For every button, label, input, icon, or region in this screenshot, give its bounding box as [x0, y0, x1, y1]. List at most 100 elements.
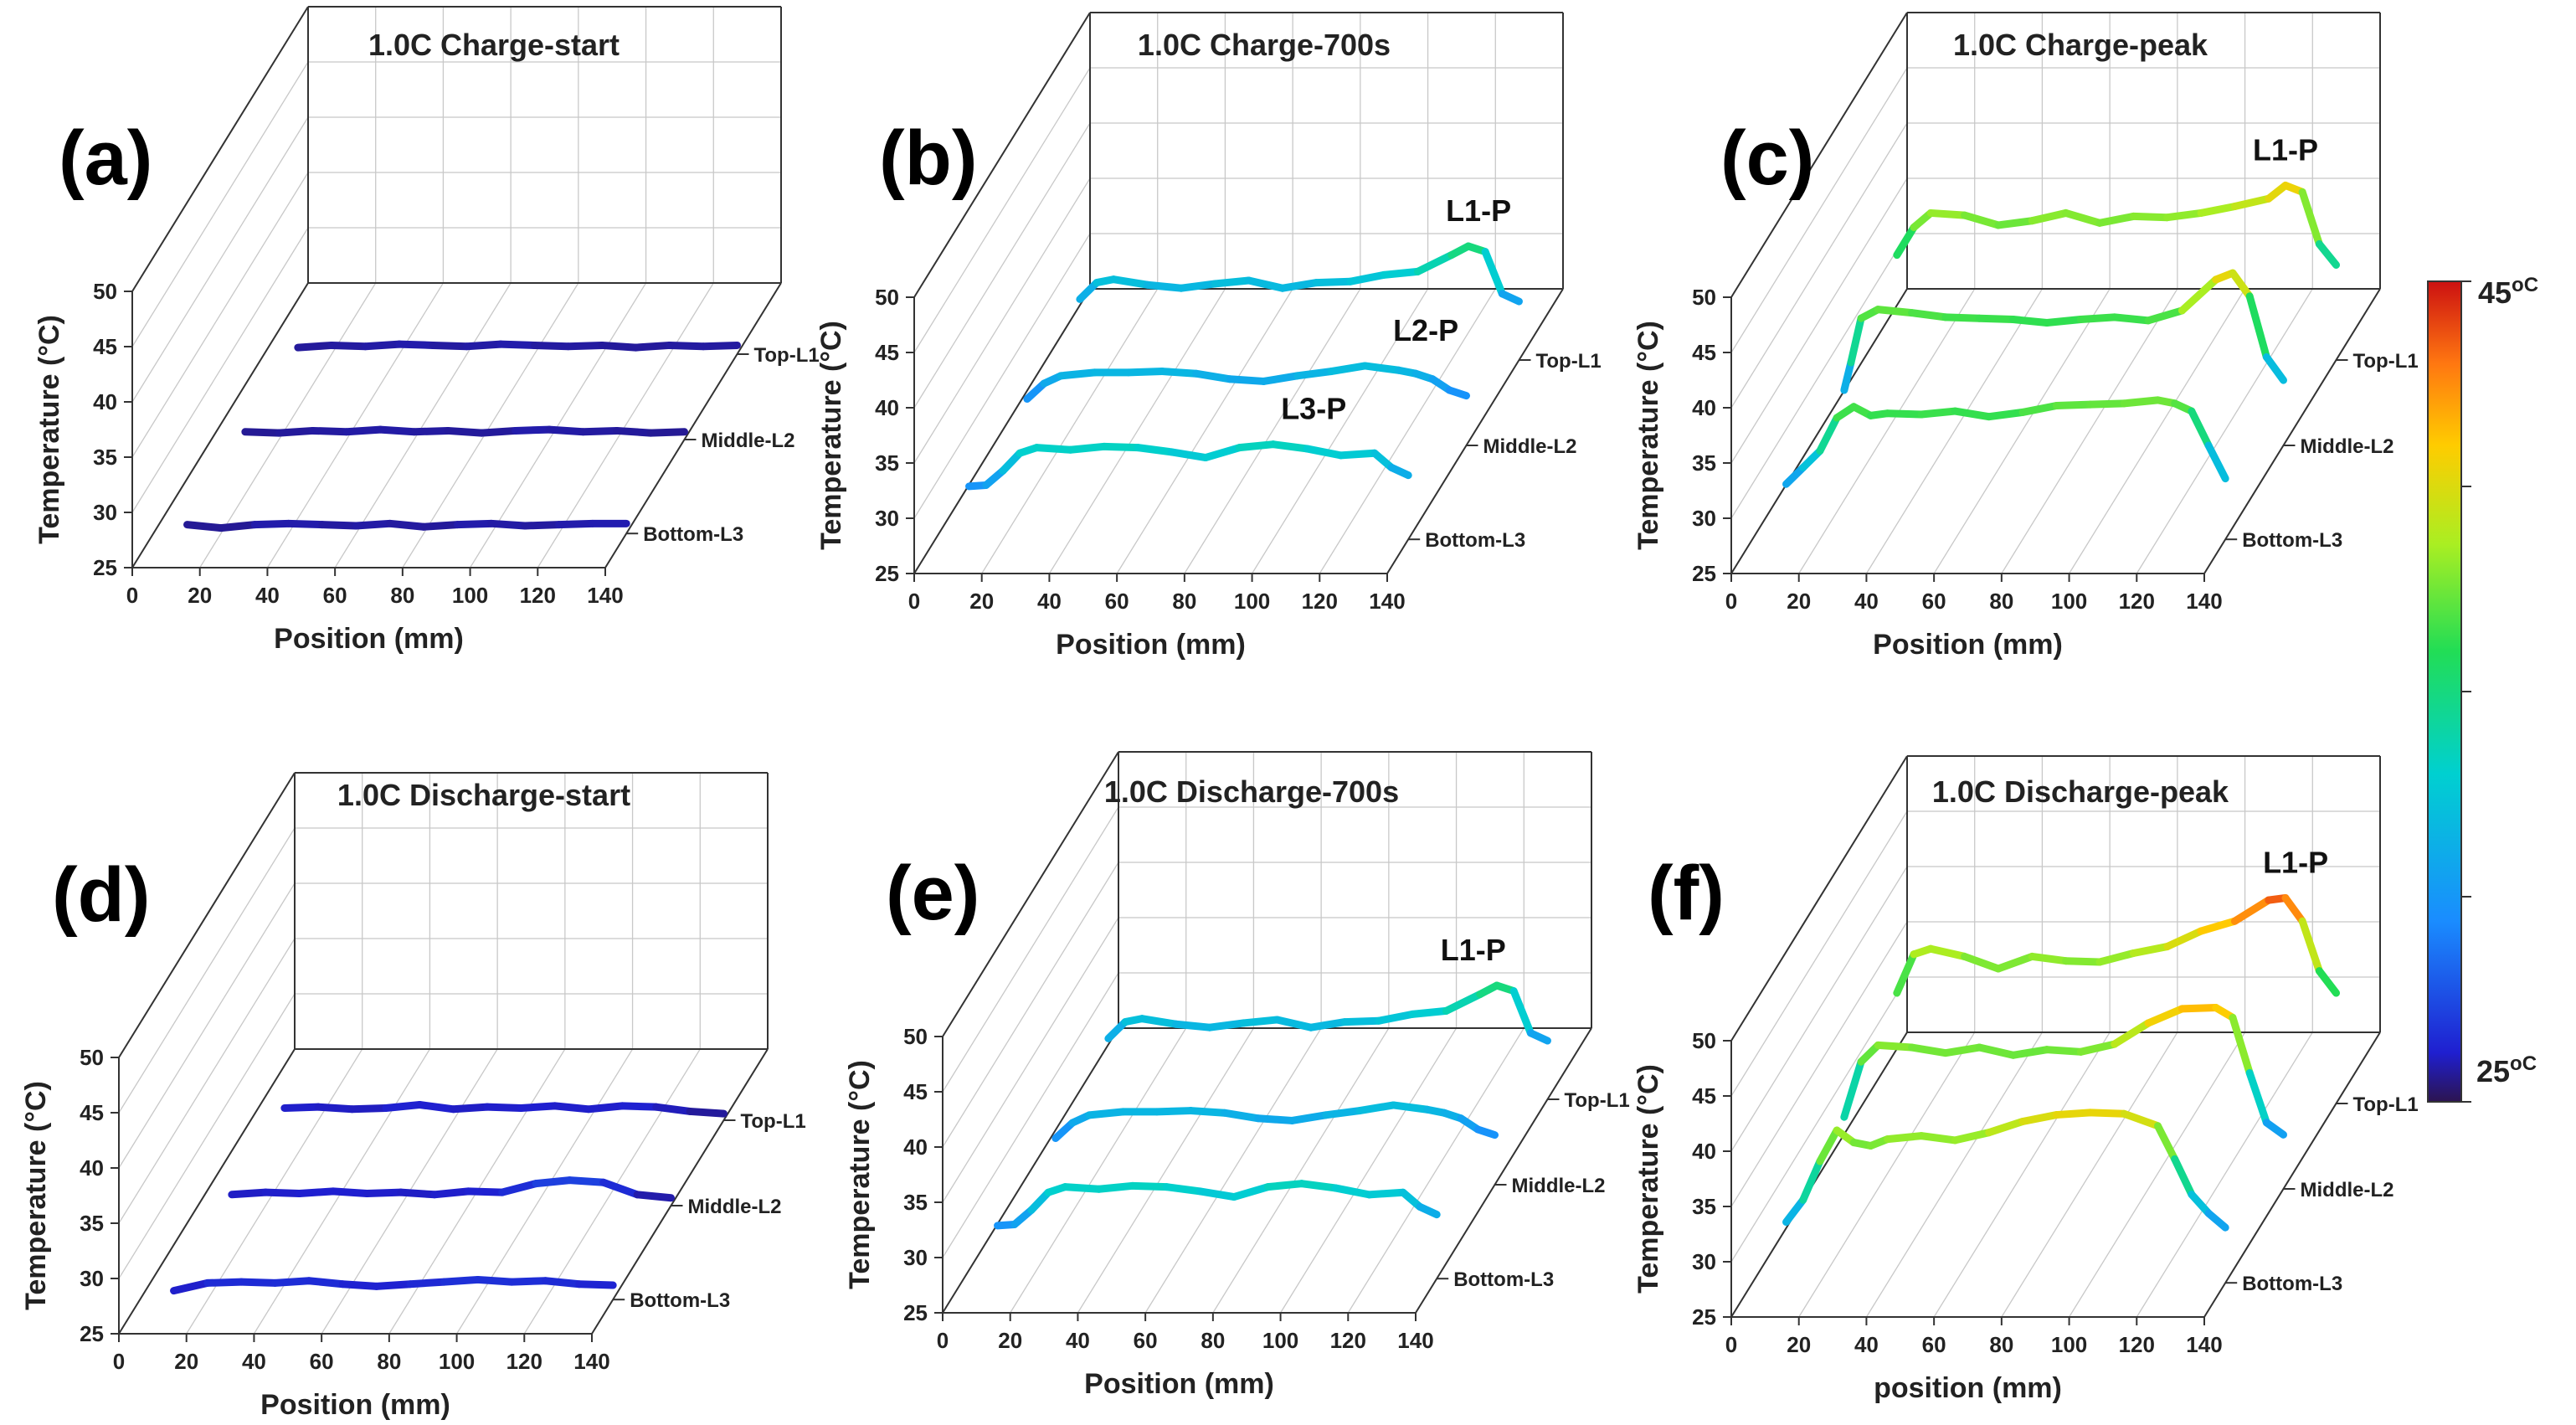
series-segment	[261, 1188, 304, 1197]
series-segment	[1263, 1180, 1306, 1191]
series-segment	[1926, 944, 1969, 960]
series-segment	[2144, 1005, 2186, 1027]
x-axis-label: Position (mm)	[260, 1389, 450, 1421]
panel-letter: (c)	[1720, 116, 1814, 201]
x-tick-label: 120	[2119, 589, 2155, 614]
series-segment	[342, 425, 384, 436]
grid-line-side	[131, 61, 309, 347]
series-segment	[2178, 1004, 2220, 1013]
series-segment	[1908, 309, 1950, 322]
x-tick-label: 140	[573, 1349, 609, 1374]
series-segment	[666, 341, 707, 351]
series-segment	[1975, 1043, 2018, 1059]
series-segment	[362, 1188, 405, 1197]
series-segment	[382, 1101, 424, 1112]
series-segment	[464, 1187, 506, 1196]
series-segment	[410, 426, 452, 436]
series-segment	[1245, 276, 1287, 292]
grid-line-floor	[2069, 288, 2246, 574]
panel-letter: (f)	[1648, 851, 1725, 936]
axis-edge	[2203, 288, 2381, 574]
series-segment	[237, 1278, 280, 1287]
grid-line-floor	[1798, 1031, 1976, 1318]
y-tick-label: 35	[80, 1211, 104, 1236]
series-segment	[1874, 306, 1916, 317]
series-segment	[1526, 1029, 1551, 1045]
series-segment	[1375, 1010, 1417, 1025]
axis-edge	[1730, 1031, 1908, 1318]
y-tick-label: 30	[903, 1245, 928, 1270]
y-tick-label: 30	[875, 506, 899, 531]
chart-panel-c: 0 20 40 60 80 100 120 140 25 30 35 40 45 50 Position (…	[1632, 12, 2419, 661]
series-segment	[2204, 441, 2229, 483]
series-segment	[2229, 1013, 2254, 1077]
series-segment	[2043, 316, 2085, 327]
layer-label: Top-L1	[2353, 350, 2419, 373]
series-segment	[318, 521, 360, 530]
grid-line-floor	[1933, 1031, 2111, 1318]
series-segment	[2120, 396, 2162, 408]
layer-label: Bottom-L3	[630, 1289, 730, 1312]
grid-line-side	[913, 233, 1091, 519]
x-tick-label: 0	[113, 1349, 125, 1374]
x-axis-label: Position (mm)	[1873, 629, 2063, 661]
series-segment	[551, 1102, 593, 1114]
grid-line-floor	[1184, 288, 1361, 574]
y-tick-label: 40	[1692, 1139, 1716, 1164]
grid-line-floor	[1280, 1027, 1458, 1314]
grid	[942, 751, 1592, 1314]
panel-title: 1.0C Charge-700s	[1138, 28, 1391, 62]
grid-line-floor	[2001, 1031, 2178, 1318]
x-tick-label: 20	[1787, 589, 1811, 614]
panel-title: 1.0C Charge-peak	[1953, 28, 2208, 62]
series-segment	[565, 1176, 608, 1186]
y-axis-label: Temperature (°C)	[815, 321, 847, 550]
x-tick-label: 80	[1989, 589, 2013, 614]
series-segment	[2163, 927, 2205, 951]
series-segment	[2043, 1046, 2085, 1056]
series-segment	[2111, 313, 2152, 325]
x-tick-label: 120	[520, 583, 556, 608]
series-segment	[348, 1103, 390, 1114]
series-segment	[2062, 957, 2104, 966]
x-tick-label: 40	[1066, 1328, 1090, 1353]
series-segment	[1985, 1117, 2027, 1137]
axis-edge	[913, 12, 1091, 298]
series-segment	[2028, 208, 2070, 225]
series-line-middle-l2	[1051, 1101, 1499, 1143]
series-segment	[1322, 1107, 1364, 1119]
layer-label: Bottom-L3	[2242, 1273, 2342, 1295]
series-segment	[1239, 1016, 1282, 1027]
series-segment	[1481, 248, 1506, 298]
series-segment	[487, 519, 529, 530]
axis-edge	[1415, 1027, 1592, 1314]
series-segment	[373, 1280, 414, 1290]
series-segment	[1884, 1132, 1926, 1144]
x-tick-label: 40	[1854, 1332, 1879, 1357]
grid-line-floor	[402, 282, 579, 568]
layer-label: Middle-L2	[2301, 1179, 2394, 1201]
series-segment	[2052, 1109, 2095, 1119]
series-line-top-l1	[1104, 981, 1551, 1045]
series-segment	[1168, 448, 1210, 462]
series-segment	[1893, 950, 1918, 997]
series-segment	[2018, 401, 2060, 416]
y-tick-label: 50	[903, 1024, 928, 1049]
series-segment	[1985, 408, 2027, 421]
series-segment	[1908, 1043, 1950, 1057]
series-segment	[1782, 1196, 1807, 1227]
x-tick-label: 80	[1201, 1328, 1225, 1353]
x-tick-label: 80	[1989, 1332, 2013, 1357]
series-segment	[2197, 917, 2239, 935]
grid	[118, 772, 769, 1335]
y-tick-label: 45	[93, 334, 117, 359]
series-segment	[2298, 188, 2323, 248]
colorbar-min-label: 25oC	[2476, 1052, 2537, 1088]
layer-label: Middle-L2	[688, 1196, 782, 1218]
axis-edge	[913, 288, 1091, 574]
series-segment	[2197, 203, 2239, 217]
series-segment	[217, 521, 259, 532]
y-tick-label: 50	[1692, 285, 1716, 310]
y-tick-label: 45	[1692, 1083, 1716, 1109]
series-segment	[1226, 375, 1267, 385]
